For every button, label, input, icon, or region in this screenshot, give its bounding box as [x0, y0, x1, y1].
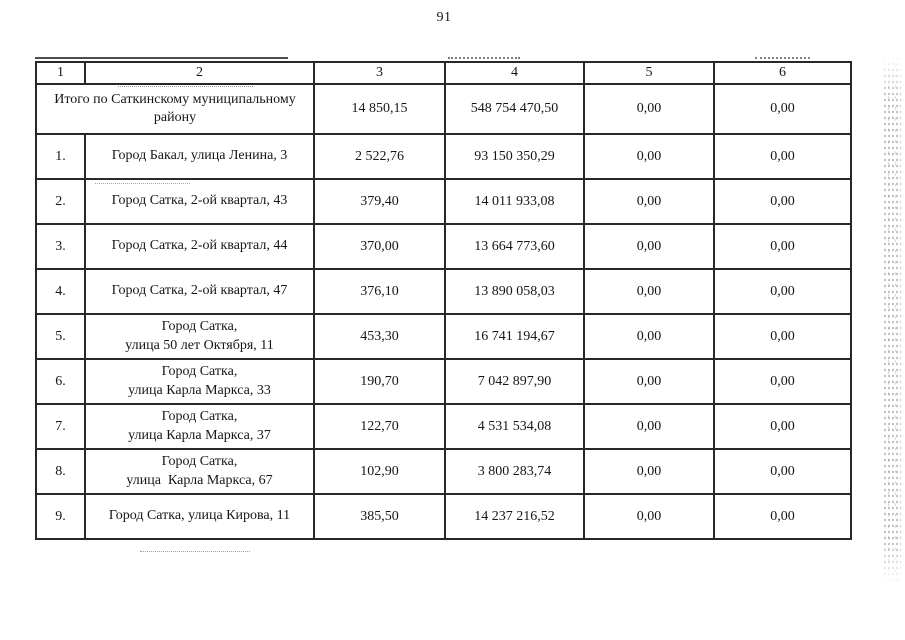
col6-value-cell: 0,00: [713, 403, 852, 450]
address-cell: Город Сатка, 2-ой квартал, 44: [84, 223, 315, 270]
col5-value-cell: 0,00: [583, 358, 715, 405]
col4-value-cell: 7 042 897,90: [444, 358, 585, 405]
col4-value-cell: 13 890 058,03: [444, 268, 585, 315]
table-row: 9. Город Сатка, улица Кирова, 11 385,50 14 …: [35, 493, 852, 540]
col4-value-cell: 4 531 534,08: [444, 403, 585, 450]
table-row: 4. Город Сатка, 2-ой квартал, 47 376,10 13 …: [35, 268, 852, 315]
total-col6-cell: 0,00: [713, 83, 852, 135]
scan-artifact-line: [118, 86, 253, 87]
column-header-3: 3: [313, 61, 446, 85]
column-header-6: 6: [713, 61, 852, 85]
address-cell: Город Бакал, улица Ленина, 3: [84, 133, 315, 180]
col6-value-cell: 0,00: [713, 448, 852, 495]
table-row: 7. Город Сатка, улица Карла Маркса, 37 122…: [35, 403, 852, 450]
table-row: 6. Город Сатка, улица Карла Маркса, 33 190…: [35, 358, 852, 405]
col5-value-cell: 0,00: [583, 268, 715, 315]
col3-value-cell: 2 522,76: [313, 133, 446, 180]
col5-value-cell: 0,00: [583, 313, 715, 360]
col6-value-cell: 0,00: [713, 223, 852, 270]
scan-artifact-line: [755, 57, 810, 59]
table-row: 5. Город Сатка, улица 50 лет Октября, 11 4…: [35, 313, 852, 360]
col4-value-cell: 14 237 216,52: [444, 493, 585, 540]
col3-value-cell: 379,40: [313, 178, 446, 225]
row-number-cell: 9.: [35, 493, 86, 540]
table-row: 2. Город Сатка, 2-ой квартал, 43 379,40 14 …: [35, 178, 852, 225]
col4-value-cell: 93 150 350,29: [444, 133, 585, 180]
column-header-5: 5: [583, 61, 715, 85]
col4-value-cell: 16 741 194,67: [444, 313, 585, 360]
address-cell: Город Сатка, 2-ой квартал, 43: [84, 178, 315, 225]
col6-value-cell: 0,00: [713, 313, 852, 360]
col3-value-cell: 102,90: [313, 448, 446, 495]
row-number-cell: 7.: [35, 403, 86, 450]
total-col5-cell: 0,00: [583, 83, 715, 135]
row-number-cell: 3.: [35, 223, 86, 270]
total-col4-cell: 548 754 470,50: [444, 83, 585, 135]
data-table: 1 2 3 4 5 6 Итого по Саткинскому муницип…: [35, 61, 852, 540]
col6-value-cell: 0,00: [713, 178, 852, 225]
scan-artifact-line: [448, 57, 520, 59]
row-number-cell: 1.: [35, 133, 86, 180]
total-col3-cell: 14 850,15: [313, 83, 446, 135]
col4-value-cell: 14 011 933,08: [444, 178, 585, 225]
column-header-1: 1: [35, 61, 86, 85]
col3-value-cell: 122,70: [313, 403, 446, 450]
col4-value-cell: 13 664 773,60: [444, 223, 585, 270]
row-number-cell: 6.: [35, 358, 86, 405]
col6-value-cell: 0,00: [713, 268, 852, 315]
row-number-cell: 4.: [35, 268, 86, 315]
col6-value-cell: 0,00: [713, 493, 852, 540]
scan-noise-strip: [883, 55, 901, 585]
row-number-cell: 2.: [35, 178, 86, 225]
address-cell: Город Сатка, 2-ой квартал, 47: [84, 268, 315, 315]
col4-value-cell: 3 800 283,74: [444, 448, 585, 495]
header-row: 1 2 3 4 5 6: [35, 61, 852, 85]
total-label-cell: Итого по Саткинскому муниципальному райо…: [35, 83, 315, 135]
col5-value-cell: 0,00: [583, 133, 715, 180]
col6-value-cell: 0,00: [713, 133, 852, 180]
col5-value-cell: 0,00: [583, 403, 715, 450]
address-cell: Город Сатка, улица Карла Маркса, 37: [84, 403, 315, 450]
address-cell: Город Сатка, улица Карла Маркса, 67: [84, 448, 315, 495]
scan-artifact-line: [95, 183, 190, 184]
column-header-2: 2: [84, 61, 315, 85]
col5-value-cell: 0,00: [583, 178, 715, 225]
col3-value-cell: 370,00: [313, 223, 446, 270]
col5-value-cell: 0,00: [583, 223, 715, 270]
col3-value-cell: 453,30: [313, 313, 446, 360]
col3-value-cell: 385,50: [313, 493, 446, 540]
table-row: 8. Город Сатка, улица Карла Маркса, 67 102…: [35, 448, 852, 495]
row-number-cell: 8.: [35, 448, 86, 495]
col3-value-cell: 376,10: [313, 268, 446, 315]
column-header-4: 4: [444, 61, 585, 85]
table-body: Итого по Саткинскому муниципальному райо…: [35, 83, 852, 540]
address-cell: Город Сатка, улица Кирова, 11: [84, 493, 315, 540]
col6-value-cell: 0,00: [713, 358, 852, 405]
total-row: Итого по Саткинскому муниципальному райо…: [35, 83, 852, 135]
scan-artifact-line: [35, 57, 288, 59]
address-cell: Город Сатка, улица Карла Маркса, 33: [84, 358, 315, 405]
table-row: 3. Город Сатка, 2-ой квартал, 44 370,00 13 …: [35, 223, 852, 270]
address-cell: Город Сатка, улица 50 лет Октября, 11: [84, 313, 315, 360]
page-number: 91: [436, 10, 452, 25]
col5-value-cell: 0,00: [583, 493, 715, 540]
row-number-cell: 5.: [35, 313, 86, 360]
col3-value-cell: 190,70: [313, 358, 446, 405]
scan-artifact-line: [140, 551, 250, 552]
col5-value-cell: 0,00: [583, 448, 715, 495]
